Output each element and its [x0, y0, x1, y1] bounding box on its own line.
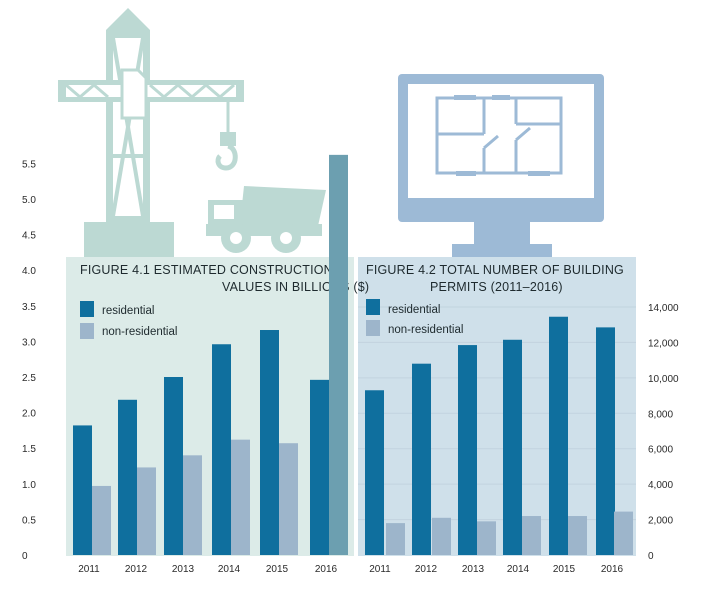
y-tick-label-left: 3.0: [22, 337, 36, 348]
bar-nonresidential-right: [477, 521, 496, 555]
legend-swatch-residential-left: [80, 301, 94, 317]
bar-nonresidential-left: [183, 455, 202, 555]
x-tick-label-right: 2014: [507, 564, 530, 575]
x-tick-label-left: 2011: [78, 564, 100, 575]
y-axis-left: 0 0.5 1.0 1.5 2.0 2.5 3.0 3.5 4.0 4.5 5.0 5.5: [22, 159, 36, 562]
bar-nonresidential-right: [432, 517, 451, 555]
chart-panel-right: [358, 257, 636, 556]
x-tick-label-right: 2011: [369, 564, 391, 575]
bar-residential-left: [260, 330, 279, 555]
x-tick-label-right: 2013: [462, 564, 485, 575]
legend-label-residential-left: residential: [102, 305, 154, 317]
bar-residential-right: [412, 363, 431, 555]
bar-nonresidential-right: [522, 516, 541, 555]
bar-nonresidential-right: [568, 516, 587, 555]
y-tick-label-right: 8,000: [648, 409, 673, 420]
bar-residential-left: [310, 379, 329, 555]
x-tick-label-left: 2015: [266, 564, 289, 575]
y-tick-label-left: 4.5: [22, 231, 36, 242]
y-tick-label-left: 4.0: [22, 266, 36, 277]
bar-residential-left: [164, 377, 183, 555]
chart-title-right-line2: PERMITS (2011–2016): [430, 280, 563, 294]
bar-nonresidential-left: [137, 467, 156, 555]
x-tick-label-right: 2016: [601, 564, 624, 575]
y-tick-label-left: 5.0: [22, 195, 36, 206]
y-tick-label-right: 0: [648, 551, 654, 562]
y-tick-label-left: 2.5: [22, 373, 36, 384]
bar-nonresidential-left: [92, 485, 111, 555]
legend-label-residential-right: residential: [388, 304, 440, 316]
bar-residential-left: [73, 425, 92, 555]
x-axis-right: 2011 2012 2013 2014 2015 2016: [369, 564, 623, 575]
chart-gridlines-right: [358, 306, 636, 521]
bar-residential-right: [549, 316, 568, 555]
y-tick-label-left: 1.5: [22, 444, 36, 455]
y-tick-label-left: 0.5: [22, 515, 36, 526]
bar-nonresidential-right: [386, 523, 405, 555]
legend-label-nonresidential-right: non-residential: [388, 324, 463, 336]
y-tick-label-right: 2,000: [648, 516, 673, 527]
x-tick-label-left: 2016: [315, 564, 338, 575]
x-tick-label-right: 2015: [553, 564, 576, 575]
chart-title-right: FIGURE 4.2 TOTAL NUMBER OF BUILDING: [366, 263, 624, 277]
x-axis-left: 2011 2012 2013 2014 2015 2016: [78, 564, 337, 575]
y-tick-label-left: 5.5: [22, 159, 36, 170]
bar-residential-left: [212, 344, 231, 555]
y-tick-label-left: 2.0: [22, 409, 36, 420]
bar-nonresidential-left: [329, 154, 348, 555]
x-tick-label-right: 2012: [415, 564, 438, 575]
y-tick-label-left: 0: [22, 551, 28, 562]
bar-group-left: [73, 154, 348, 555]
legend-swatch-nonresidential-left: [80, 323, 94, 339]
y-tick-label-right: 4,000: [648, 480, 673, 491]
bar-nonresidential-right: [614, 511, 633, 555]
construction-crane-truck-icon: [58, 8, 326, 258]
y-tick-label-right: 14,000: [648, 303, 679, 314]
y-tick-label-right: 12,000: [648, 338, 679, 349]
x-tick-label-left: 2013: [172, 564, 195, 575]
y-tick-label-left: 3.5: [22, 302, 36, 313]
bar-nonresidential-left: [231, 439, 250, 555]
legend-swatch-residential-right: [366, 299, 380, 315]
legend-label-nonresidential-left: non-residential: [102, 326, 177, 338]
y-axis-right: 0 2,000 4,000 6,000 8,000 10,000 12,000 14,000: [648, 303, 679, 562]
bar-residential-right: [458, 345, 477, 555]
bar-residential-right: [596, 327, 615, 555]
monitor-floorplan-icon: [398, 74, 604, 258]
x-tick-label-left: 2012: [125, 564, 148, 575]
bar-nonresidential-left: [279, 443, 298, 555]
y-tick-label-left: 1.0: [22, 480, 36, 491]
y-tick-label-right: 6,000: [648, 445, 673, 456]
bar-residential-right: [365, 390, 384, 555]
legend-swatch-nonresidential-right: [366, 320, 380, 336]
x-tick-label-left: 2014: [218, 564, 241, 575]
chart-panel-left: [66, 257, 354, 556]
y-tick-label-right: 10,000: [648, 374, 679, 385]
bar-residential-left: [118, 399, 137, 555]
chart-title-left: FIGURE 4.1 ESTIMATED CONSTRUCTION: [80, 263, 333, 277]
bar-group-right: [365, 316, 633, 555]
bar-residential-right: [503, 339, 522, 555]
